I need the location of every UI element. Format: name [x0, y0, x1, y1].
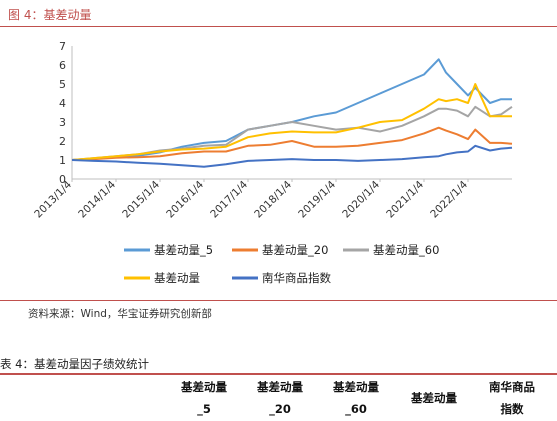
x-tick-label: 2019/1/4 — [296, 178, 338, 220]
series-line — [71, 144, 513, 168]
x-axis: 2013/1/4 2014/1/4 2015/1/4 2016/1/4 2017/1/4… — [32, 178, 470, 220]
source-rule — [0, 300, 557, 301]
legend-label: 基差动量_60 — [373, 243, 439, 257]
y-tick-label: 0 — [59, 173, 66, 186]
x-tick-label: 2013/1/4 — [32, 178, 74, 220]
figure-title: 图 4：基差动量 — [8, 8, 92, 22]
x-tick-label: 2017/1/4 — [208, 178, 250, 220]
header-3-line1: 基差动量 — [333, 380, 379, 394]
y-axis: 0 1 2 3 4 5 6 7 — [59, 40, 66, 186]
header-1-line1: 基差动量 — [181, 380, 227, 394]
x-tick-label: 2020/1/4 — [340, 178, 382, 220]
series-lines — [71, 58, 513, 168]
series-line — [71, 105, 513, 161]
basis-momentum-chart: 0 1 2 3 4 5 6 7 2013/1/4 2014/1/4 2015/1/4 2016/1/… — [32, 40, 513, 285]
x-tick-label: 2016/1/4 — [164, 178, 206, 220]
y-tick-label: 4 — [59, 97, 66, 110]
source-note: 资料来源：Wind，华宝证券研究创新部 — [28, 308, 212, 320]
x-tick-label: 2021/1/4 — [384, 178, 426, 220]
y-tick-label: 1 — [59, 154, 66, 167]
x-tick-label: 2018/1/4 — [252, 178, 294, 220]
x-tick-label: 2015/1/4 — [120, 178, 162, 220]
header-1-line2: _5 — [197, 402, 211, 416]
table-header-5: 南华商品 指数 — [474, 376, 550, 420]
legend-label: 基差动量 — [154, 271, 200, 285]
table-header-4: 基差动量 — [398, 387, 470, 409]
table-header-2: 基差动量 _20 — [244, 376, 316, 420]
y-tick-label: 6 — [59, 59, 66, 72]
table-title: 表 4：基差动量因子绩效统计 — [0, 357, 149, 371]
y-tick-label: 2 — [59, 135, 66, 148]
x-tick-label: 2014/1/4 — [76, 178, 118, 220]
table-header-3: 基差动量 _60 — [320, 376, 392, 420]
title-rule — [0, 26, 557, 27]
header-2-line1: 基差动量 — [257, 380, 303, 394]
y-tick-label: 5 — [59, 78, 66, 91]
y-tick-label: 3 — [59, 116, 66, 129]
header-3-line2: _60 — [345, 402, 367, 416]
header-4-line1: 基差动量 — [411, 391, 457, 405]
legend: 基差动量_5 基差动量_20 基差动量_60 基差动量 南华商品指数 — [124, 243, 439, 285]
x-tick-label: 2022/1/4 — [428, 178, 470, 220]
header-5-line2: 指数 — [500, 402, 524, 416]
legend-label: 基差动量_20 — [262, 243, 328, 257]
header-5-line1: 南华商品 — [489, 380, 535, 394]
series-line — [71, 83, 512, 161]
legend-label: 南华商品指数 — [262, 271, 331, 285]
table-header-1: 基差动量 _5 — [168, 376, 240, 420]
table-rule — [0, 373, 557, 375]
legend-label: 基差动量_5 — [154, 243, 213, 257]
header-2-line2: _20 — [269, 402, 291, 416]
y-tick-label: 7 — [59, 40, 66, 53]
series-line — [71, 126, 513, 161]
